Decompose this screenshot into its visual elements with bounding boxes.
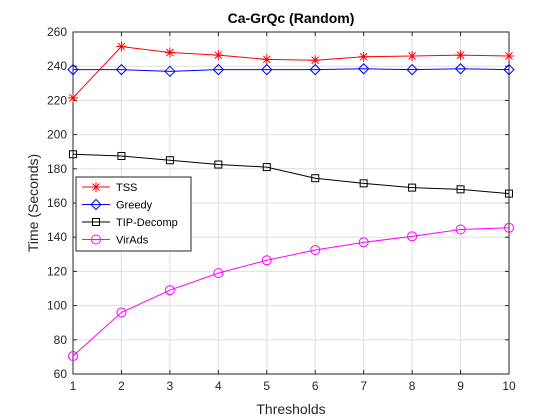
y-tick-label: 100 [47,299,67,313]
data-point-tss [358,51,369,62]
data-point-tip-decomp [165,156,174,165]
series-tss [68,41,514,103]
y-tick-label: 140 [47,230,67,244]
legend-box [75,176,192,252]
chart-title: Ca-GrQc (Random) [228,10,355,26]
x-tick-label: 10 [502,379,516,393]
x-tick-label: 4 [215,379,222,393]
series-line-tss [72,46,510,99]
y-tick-label: 180 [47,162,67,176]
legend-label-tss: TSS [116,182,137,194]
data-point-greedy [115,63,128,76]
data-point-tip-decomp [69,150,77,159]
y-tick-label: 120 [47,264,67,278]
data-point-tss [455,50,466,61]
series-layer [67,41,515,362]
y-tick-label: 260 [47,25,67,39]
data-point-greedy [357,63,370,75]
x-tick-label: 1 [70,379,77,393]
y-axis-label: Time (Seconds) [25,154,41,252]
x-tick-label: 8 [409,379,416,393]
x-tick-label: 5 [263,379,270,393]
x-tick-label: 6 [312,379,319,393]
data-point-virads [407,231,418,242]
data-point-tip-decomp [456,185,465,194]
series-greedy [67,63,515,78]
data-point-tss [261,54,272,65]
data-point-virads [358,237,369,248]
series-tip-decomp [69,150,513,198]
data-point-greedy [261,63,273,76]
data-point-tip-decomp [408,183,417,192]
data-point-tss [164,47,175,58]
y-tick-label: 160 [47,196,67,210]
data-point-greedy [503,63,515,76]
x-axis-label: Thresholds [256,401,325,417]
data-point-tip-decomp [117,151,126,160]
data-point-greedy [406,63,418,76]
data-point-greedy [212,63,225,76]
x-tick-label: 7 [360,379,367,393]
series-virads [68,222,514,362]
y-tick-label: 220 [47,93,67,107]
legend-label-tip-decomp: TIP-Decomp [116,217,178,229]
data-point-virads [164,285,175,296]
data-point-tip-decomp [262,163,271,172]
axes: 1 2 3 4 5 6 7 8 9 10 60 80 100 120 140 160 180 200 220 240 2… [47,25,516,393]
data-point-tss [407,50,418,61]
y-tick-label: 200 [47,128,67,142]
legend-label-virads: VirAds [116,235,149,247]
data-point-virads [261,255,272,266]
series-line-greedy [73,68,510,72]
data-point-tip-decomp [311,174,320,183]
y-tick-label: 80 [54,333,68,347]
legend-marker-greedy [90,198,102,211]
data-point-tss [68,92,78,103]
data-point-greedy [67,63,79,76]
series-line-tip-decomp [72,153,510,195]
y-tick-label: 60 [54,367,68,381]
data-point-tip-decomp [359,179,368,188]
data-point-virads [310,245,321,256]
data-point-virads [213,268,224,279]
legend-marker-tip-decomp [92,218,100,226]
data-point-tss [116,41,127,52]
data-point-virads [116,307,127,318]
legend: TSS Greedy TIP-Decomp VirAds [75,176,192,252]
legend-marker-virads [91,234,101,245]
y-tick-label: 240 [47,59,67,73]
data-point-virads [504,222,514,233]
data-point-tip-decomp [505,189,513,198]
x-tick-label: 9 [457,379,464,393]
data-point-tss [504,50,514,61]
series-line-virads [72,227,510,357]
data-point-greedy [454,63,467,75]
data-point-greedy [164,65,176,78]
data-point-tss [213,50,224,61]
data-point-tss [310,55,321,66]
data-point-virads [455,224,466,235]
legend-marker-tss [91,182,101,192]
x-tick-label: 3 [167,379,174,393]
data-point-virads [68,351,78,362]
x-tick-label: 2 [118,379,125,393]
data-point-tip-decomp [214,160,223,169]
legend-label-greedy: Greedy [116,200,153,212]
data-point-greedy [309,63,321,76]
